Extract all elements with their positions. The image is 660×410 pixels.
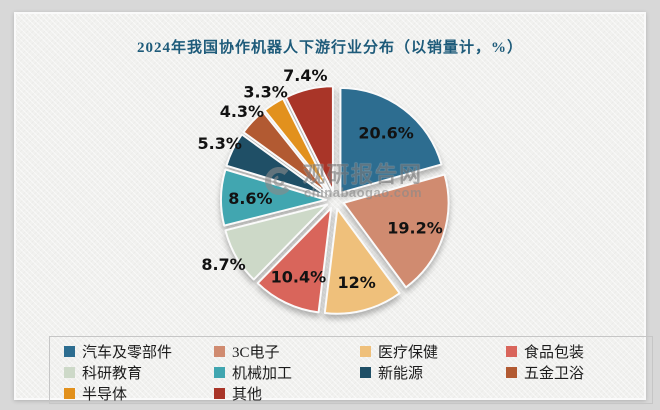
- legend-item: 科研教育: [64, 362, 214, 383]
- legend-item: 汽车及零部件: [64, 341, 214, 362]
- legend-swatch-icon: [506, 367, 517, 378]
- legend-label: 新能源: [378, 366, 424, 382]
- legend-item: 其他: [214, 383, 360, 404]
- legend-label: 食品包装: [524, 345, 585, 361]
- legend-item: 医疗保健: [360, 341, 506, 362]
- legend-swatch-icon: [360, 367, 371, 378]
- legend-swatch-icon: [506, 346, 517, 357]
- legend-swatch-icon: [64, 346, 75, 357]
- legend-item: 新能源: [360, 362, 506, 383]
- legend-item: 机械加工: [214, 362, 360, 383]
- legend-swatch-icon: [214, 346, 225, 357]
- legend-label: 半导体: [82, 387, 128, 403]
- legend-swatch-icon: [64, 388, 75, 399]
- legend-item: 五金卫浴: [506, 362, 652, 383]
- legend-swatch-icon: [360, 346, 371, 357]
- chart-title: 2024年我国协作机器人下游行业分布（以销量计，%）: [136, 40, 523, 56]
- legend-swatch-icon: [214, 367, 225, 378]
- legend-item: 3C电子: [214, 341, 360, 362]
- legend-item: 半导体: [64, 383, 214, 404]
- legend-label: 科研教育: [82, 366, 143, 382]
- legend: 汽车及零部件 3C电子 医疗保健 食品包装 科研教育 机械加工 新能源 五金卫: [49, 336, 653, 404]
- legend-label: 五金卫浴: [524, 366, 585, 382]
- legend-label: 医疗保健: [378, 345, 439, 361]
- legend-item: 食品包装: [506, 341, 652, 362]
- legend-swatch-icon: [214, 388, 225, 399]
- legend-label: 汽车及零部件: [82, 345, 173, 361]
- legend-label: 3C电子: [232, 345, 280, 361]
- chart-card: 2024年我国协作机器人下游行业分布（以销量计，%） 汽车及零部件 3C电子 医…: [14, 12, 653, 404]
- legend-swatch-icon: [64, 367, 75, 378]
- legend-label: 其他: [232, 387, 263, 403]
- legend-label: 机械加工: [232, 366, 293, 382]
